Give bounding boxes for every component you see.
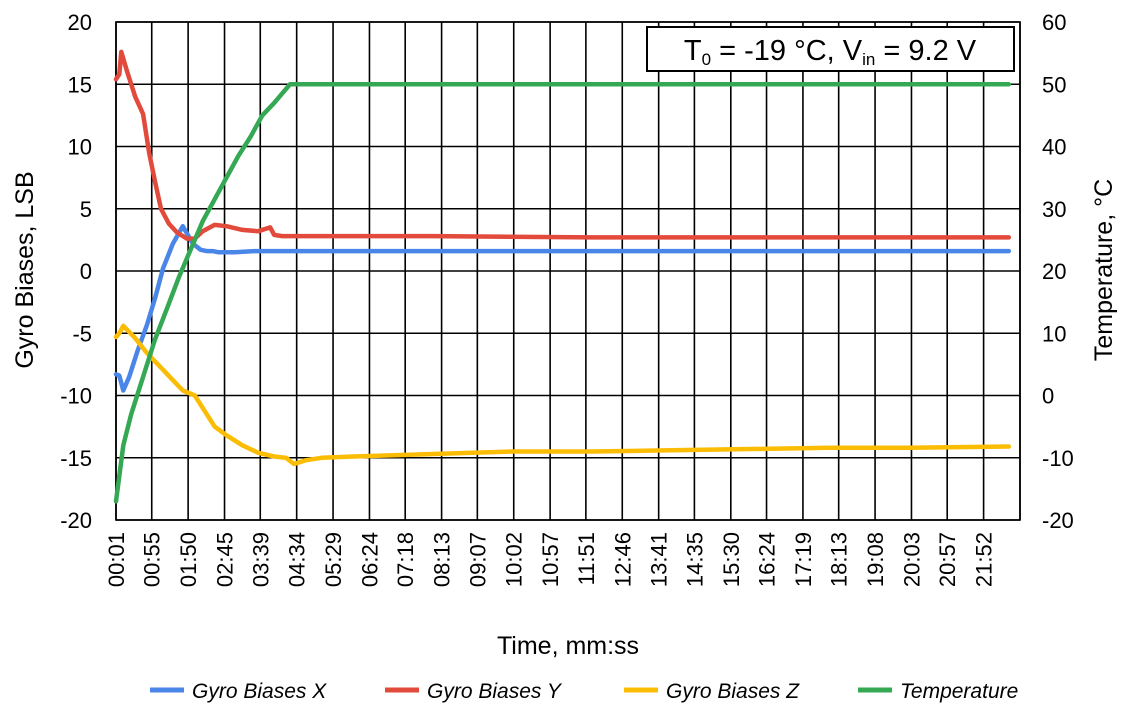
x-tick-label: 08:13 xyxy=(430,532,455,587)
x-tick-label: 12:46 xyxy=(610,532,635,587)
x-tick-label: 15:30 xyxy=(719,532,744,587)
x-tick-label: 10:57 xyxy=(538,532,563,587)
y-axis-right-title: Temperature, °C xyxy=(1090,179,1118,361)
x-tick-label: 06:24 xyxy=(357,532,382,587)
y-right-tick-label: 0 xyxy=(1042,384,1054,409)
series-line-gyro-biases-z xyxy=(113,323,1012,467)
series-line-gyro-biases-x xyxy=(113,223,1012,393)
x-tick-label: 04:34 xyxy=(285,532,310,587)
y-right-tick-label: 40 xyxy=(1042,135,1066,160)
x-tick-label: 20:57 xyxy=(935,532,960,587)
x-tick-label: 09:07 xyxy=(465,532,490,587)
x-tick-label: 19:08 xyxy=(863,532,888,587)
x-axis-title: Time, mm:ss xyxy=(497,632,639,660)
y-left-tick-label: -5 xyxy=(72,321,92,346)
y-right-tick-label: -20 xyxy=(1042,508,1074,533)
y-right-tick-label: 50 xyxy=(1042,72,1066,97)
left-axis-ticks: -20 -15 -10 -5 0 5 10 15 20 xyxy=(60,10,92,533)
x-tick-label: 00:01 xyxy=(104,532,129,587)
x-tick-label: 21:52 xyxy=(972,532,997,587)
x-tick-label: 17:19 xyxy=(791,532,816,587)
x-tick-label: 01:50 xyxy=(176,532,201,587)
x-tick-label: 11:51 xyxy=(574,532,599,585)
x-tick-label: 02:45 xyxy=(213,532,238,587)
x-tick-label: 00:55 xyxy=(140,532,165,587)
x-tick-label: 05:29 xyxy=(321,532,346,587)
series-line-gyro-biases-y xyxy=(113,49,1012,241)
y-left-tick-label: -20 xyxy=(60,508,92,533)
x-tick-label: 03:39 xyxy=(248,532,273,587)
annotation-box: T0 = -19 °C, Vin = 9.2 V xyxy=(646,26,1015,72)
annotation-text: T0 = -19 °C, Vin = 9.2 V xyxy=(684,35,977,69)
legend-label-gyro-biases-x: Gyro Biases X xyxy=(192,680,327,703)
y-left-tick-label: 15 xyxy=(68,72,92,97)
legend-label-gyro-biases-z: Gyro Biases Z xyxy=(666,680,800,703)
y-axis-left-title: Gyro Biases, LSB xyxy=(11,171,39,368)
y-right-tick-label: 20 xyxy=(1042,259,1066,284)
x-tick-label: 07:18 xyxy=(393,532,418,587)
y-left-tick-label: 0 xyxy=(80,259,92,284)
x-tick-label: 16:24 xyxy=(755,532,780,587)
y-left-tick-label: 20 xyxy=(68,10,92,35)
y-left-tick-label: 5 xyxy=(80,197,92,222)
plot-frame xyxy=(115,21,1021,521)
series-line-temperature xyxy=(113,82,1012,504)
x-tick-label: 13:41 xyxy=(647,532,672,587)
x-tick-label: 18:13 xyxy=(827,532,852,587)
x-axis-ticks: 00:01 00:55 01:50 02:45 03:39 04:34 05:29 06:24… xyxy=(104,532,997,587)
x-tick-label: 10:02 xyxy=(502,532,527,587)
grid xyxy=(115,21,1021,521)
y-left-tick-label: -10 xyxy=(60,384,92,409)
legend-label-temperature: Temperature xyxy=(900,680,1018,703)
legend: Gyro Biases X Gyro Biases Y Gyro Biases Z T… xyxy=(150,680,1018,703)
y-right-tick-label: 10 xyxy=(1042,321,1066,346)
right-axis-ticks: -20 -10 0 10 20 30 40 50 60 xyxy=(1042,10,1074,533)
y-right-tick-label: 60 xyxy=(1042,10,1066,35)
y-left-tick-label: 10 xyxy=(68,135,92,160)
y-right-tick-label: -10 xyxy=(1042,446,1074,471)
x-tick-label: 20:03 xyxy=(899,532,924,587)
legend-label-gyro-biases-y: Gyro Biases Y xyxy=(427,680,563,703)
series-group xyxy=(113,49,1012,504)
y-right-tick-label: 30 xyxy=(1042,197,1066,222)
y-left-tick-label: -15 xyxy=(60,446,92,471)
x-tick-label: 14:35 xyxy=(682,532,707,587)
